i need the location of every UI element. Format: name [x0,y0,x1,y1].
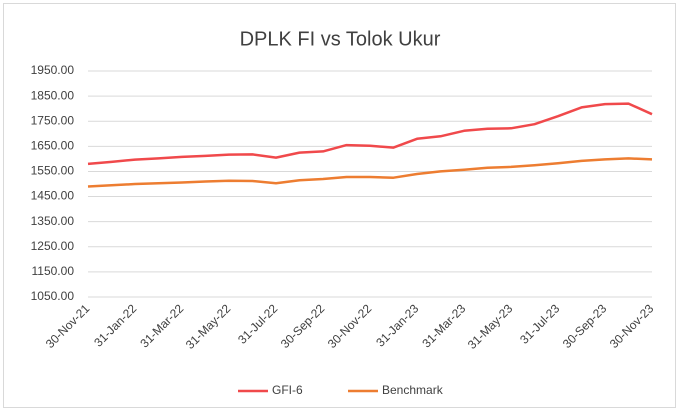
y-tick-label: 1350.00 [31,214,75,228]
y-tick-label: 1150.00 [32,264,75,278]
y-tick-label: 1250.00 [31,239,75,253]
y-tick-label: 1750.00 [31,113,75,127]
line-series [87,102,653,166]
y-tick-label: 1050.00 [31,289,75,303]
legend-label: Benchmark [382,383,444,397]
chart-title: DPLK FI vs Tolok Ukur [240,28,441,50]
line-series [87,157,653,188]
y-tick-label: 1650.00 [31,139,75,153]
y-tick-label: 1450.00 [31,189,75,203]
y-tick-label: 1950.00 [31,63,75,77]
legend-label: GFI-6 [272,383,303,397]
chart-frame [3,3,676,408]
y-tick-label: 1850.00 [31,88,75,102]
y-tick-label: 1550.00 [31,164,75,178]
